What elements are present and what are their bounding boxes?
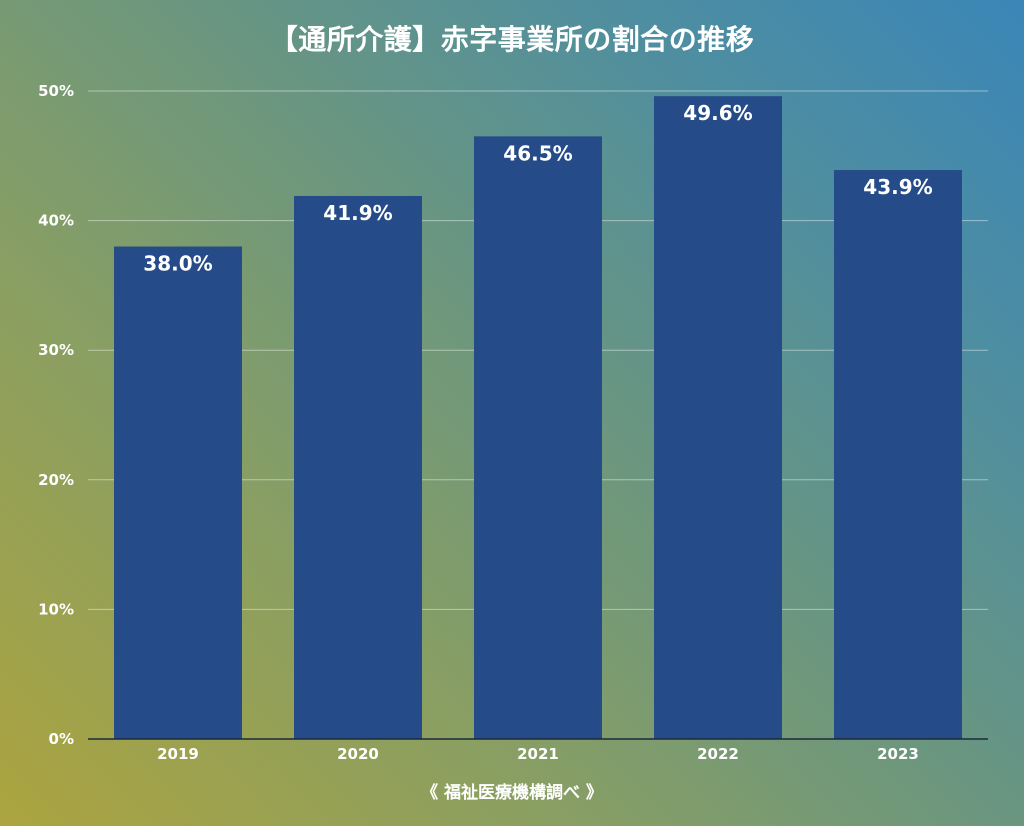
source-note: 《 福祉医療機構調べ 》 (421, 783, 603, 803)
y-tick-label: 40% (38, 212, 74, 230)
bar-value-label: 41.9% (323, 201, 392, 225)
bar-value-label: 49.6% (683, 101, 752, 125)
x-tick-label: 2019 (157, 745, 199, 763)
bar-value-label: 46.5% (503, 141, 572, 165)
x-tick-label: 2022 (697, 745, 739, 763)
y-tick-label: 30% (38, 341, 74, 359)
bar (654, 96, 782, 739)
bar (834, 170, 962, 739)
y-tick-label: 0% (49, 730, 74, 748)
bar (474, 136, 602, 740)
bar-value-label: 43.9% (863, 175, 932, 199)
x-tick-label: 2021 (517, 745, 559, 763)
y-tick-label: 20% (38, 471, 74, 489)
x-tick-label: 2020 (337, 745, 379, 763)
bar-value-label: 38.0% (143, 252, 212, 276)
x-tick-label: 2023 (877, 745, 919, 763)
bar (294, 195, 422, 739)
y-tick-label: 50% (38, 82, 74, 100)
bar (114, 246, 242, 739)
y-tick-label: 10% (38, 600, 74, 618)
chart-title: 【通所介護】赤字事業所の割合の推移 (269, 23, 755, 56)
